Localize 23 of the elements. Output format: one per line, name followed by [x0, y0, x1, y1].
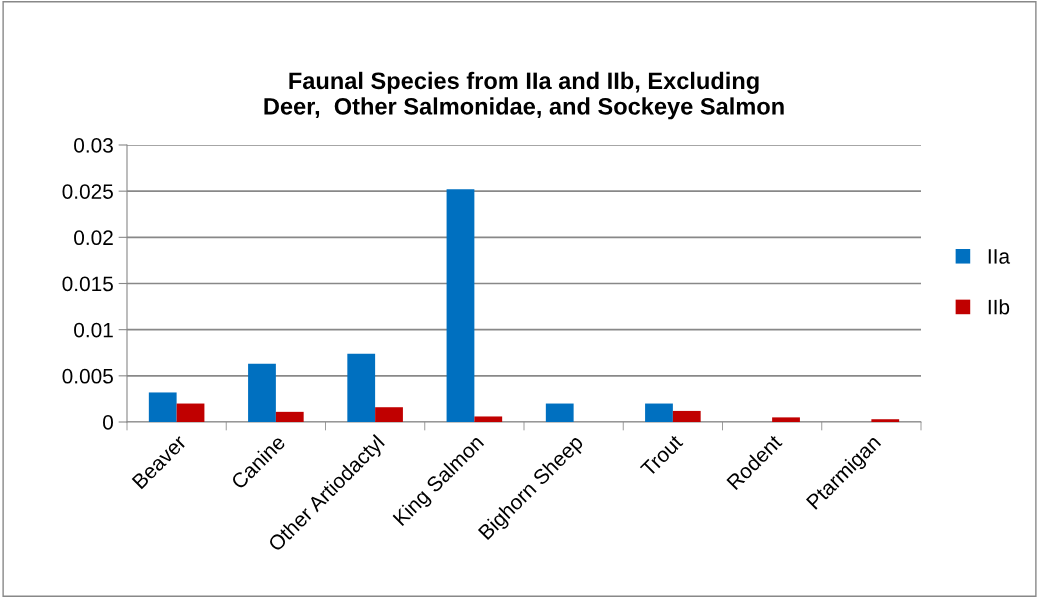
- bar: [176, 403, 205, 422]
- y-tick-label: 0.01: [74, 322, 113, 338]
- chart-title: Faunal Species from IIa and IIb, Excluding Deer, Other Salmonidae, and Sockeye Salmon: [264, 71, 784, 120]
- y-tick-label: 0.005: [62, 368, 113, 384]
- bar: [375, 407, 403, 422]
- y-tick-label: 0.025: [62, 184, 113, 199]
- legend-label: IIb: [988, 299, 1010, 315]
- bar: [645, 403, 673, 422]
- bar: [148, 392, 177, 422]
- bar: [474, 416, 503, 422]
- legend-label: IIa: [988, 249, 1011, 264]
- bar: [672, 410, 701, 422]
- y-tick-label: 0.02: [74, 230, 113, 246]
- y-tick-label: 0: [103, 415, 113, 430]
- bar: [545, 403, 574, 422]
- bar: [347, 353, 376, 422]
- bar: [446, 189, 475, 422]
- bar: [275, 411, 304, 422]
- y-tick-label: 0.015: [62, 276, 113, 292]
- bar: [248, 363, 276, 422]
- bar: [772, 417, 800, 422]
- bar: [871, 419, 900, 422]
- y-tick-label: 0.03: [74, 138, 113, 153]
